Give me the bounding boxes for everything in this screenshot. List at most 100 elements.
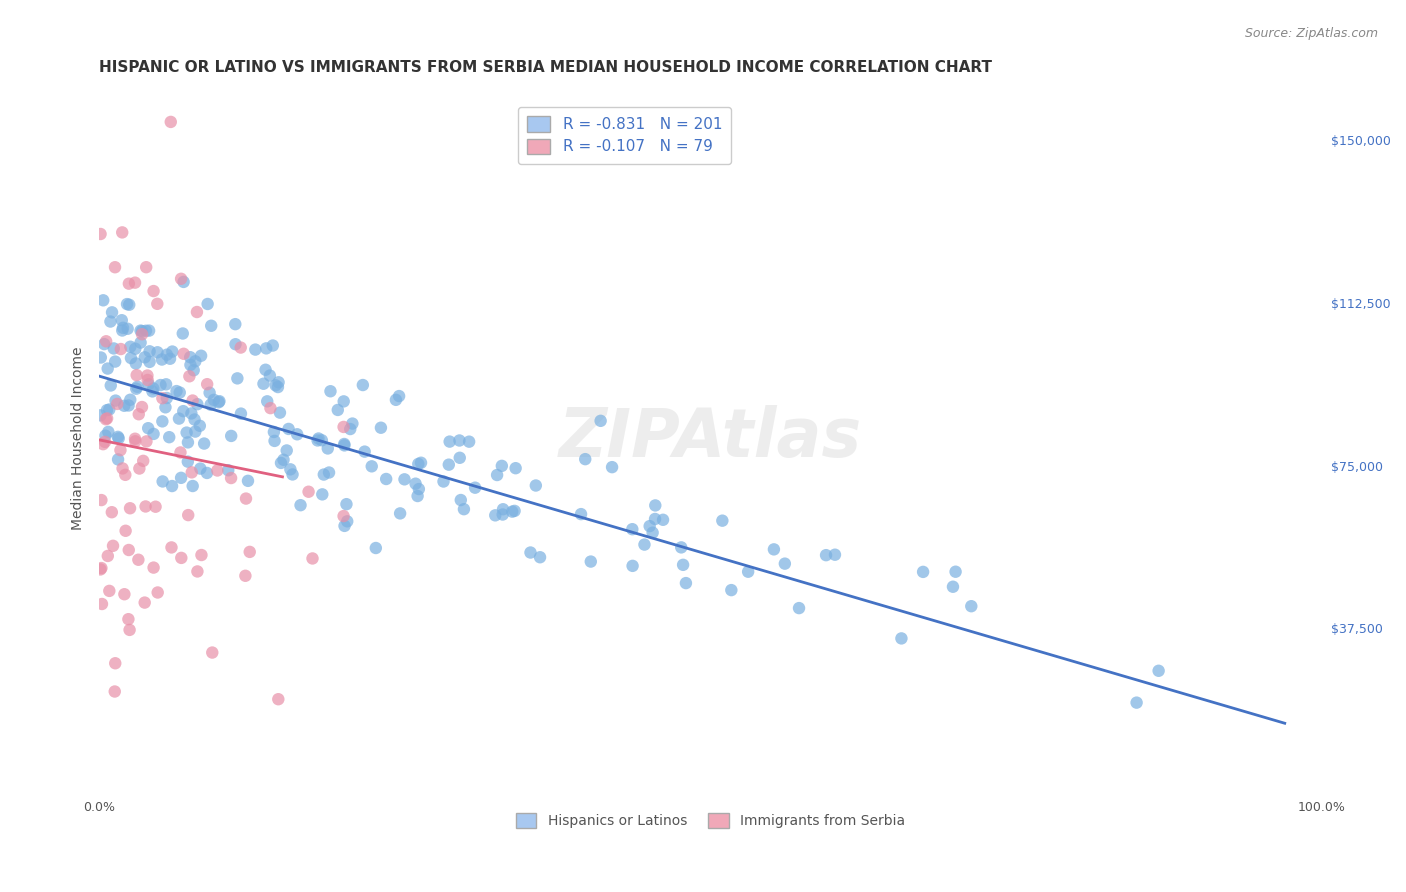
Point xyxy=(450,493,472,508)
Point xyxy=(100,314,122,328)
Point xyxy=(503,504,526,518)
Point xyxy=(156,391,179,405)
Point xyxy=(132,454,155,468)
Point xyxy=(124,434,146,449)
Point xyxy=(388,389,411,403)
Point xyxy=(105,397,128,411)
Point xyxy=(94,412,117,426)
Point xyxy=(277,422,299,436)
Point xyxy=(207,463,229,477)
Point xyxy=(117,399,139,413)
Point xyxy=(179,369,201,384)
Point xyxy=(394,472,416,486)
Point xyxy=(912,565,935,579)
Point xyxy=(409,456,432,470)
Point xyxy=(589,414,612,428)
Point xyxy=(134,351,156,365)
Point xyxy=(360,459,382,474)
Point xyxy=(720,583,742,598)
Point xyxy=(120,392,142,407)
Point xyxy=(104,684,127,698)
Point xyxy=(332,420,354,434)
Point xyxy=(280,462,302,476)
Point xyxy=(190,548,212,562)
Point xyxy=(385,392,408,407)
Point xyxy=(167,411,190,425)
Point xyxy=(711,514,734,528)
Point xyxy=(101,505,124,519)
Point xyxy=(135,260,157,275)
Point xyxy=(169,385,191,400)
Point xyxy=(408,482,430,496)
Point xyxy=(501,505,523,519)
Point xyxy=(107,430,129,444)
Point xyxy=(464,481,486,495)
Point xyxy=(142,560,165,574)
Point xyxy=(146,345,169,359)
Point xyxy=(1147,664,1170,678)
Point xyxy=(115,297,138,311)
Point xyxy=(131,400,153,414)
Point xyxy=(90,227,112,241)
Point xyxy=(112,399,135,413)
Point xyxy=(111,321,134,335)
Point xyxy=(159,115,181,129)
Point xyxy=(188,418,211,433)
Point xyxy=(101,539,124,553)
Point xyxy=(408,457,430,471)
Point xyxy=(98,402,121,417)
Point xyxy=(128,407,150,421)
Point xyxy=(129,335,152,350)
Point xyxy=(117,612,139,626)
Point xyxy=(492,508,515,522)
Point xyxy=(120,351,142,365)
Text: Source: ZipAtlas.com: Source: ZipAtlas.com xyxy=(1244,27,1378,40)
Point xyxy=(155,377,177,392)
Point xyxy=(170,550,193,565)
Point xyxy=(100,378,122,392)
Point xyxy=(89,409,111,423)
Point xyxy=(524,478,547,492)
Point xyxy=(942,580,965,594)
Point xyxy=(505,461,527,475)
Point xyxy=(276,443,298,458)
Point xyxy=(91,293,114,308)
Point xyxy=(103,342,125,356)
Point xyxy=(633,538,655,552)
Point xyxy=(638,519,661,533)
Point xyxy=(458,434,481,449)
Point xyxy=(890,632,912,646)
Point xyxy=(183,412,205,426)
Point xyxy=(138,355,160,369)
Point xyxy=(200,398,222,412)
Point xyxy=(142,284,165,298)
Point xyxy=(146,297,169,311)
Point xyxy=(118,501,141,516)
Point xyxy=(97,425,120,439)
Point xyxy=(117,322,139,336)
Point xyxy=(333,438,356,452)
Point xyxy=(176,425,198,440)
Point xyxy=(159,351,181,366)
Point xyxy=(484,508,506,523)
Point xyxy=(181,393,204,408)
Point xyxy=(101,305,124,319)
Point xyxy=(89,562,111,576)
Point xyxy=(186,397,208,411)
Point xyxy=(170,272,193,286)
Point xyxy=(138,377,160,392)
Point xyxy=(290,498,312,512)
Point xyxy=(118,298,141,312)
Point xyxy=(177,435,200,450)
Point xyxy=(569,507,592,521)
Point xyxy=(118,277,141,291)
Point xyxy=(529,550,551,565)
Point xyxy=(644,512,666,526)
Point xyxy=(621,522,644,536)
Point xyxy=(375,472,398,486)
Point xyxy=(150,352,173,367)
Point xyxy=(125,368,148,383)
Y-axis label: Median Household Income: Median Household Income xyxy=(72,347,86,530)
Point xyxy=(264,378,287,392)
Point xyxy=(104,393,127,408)
